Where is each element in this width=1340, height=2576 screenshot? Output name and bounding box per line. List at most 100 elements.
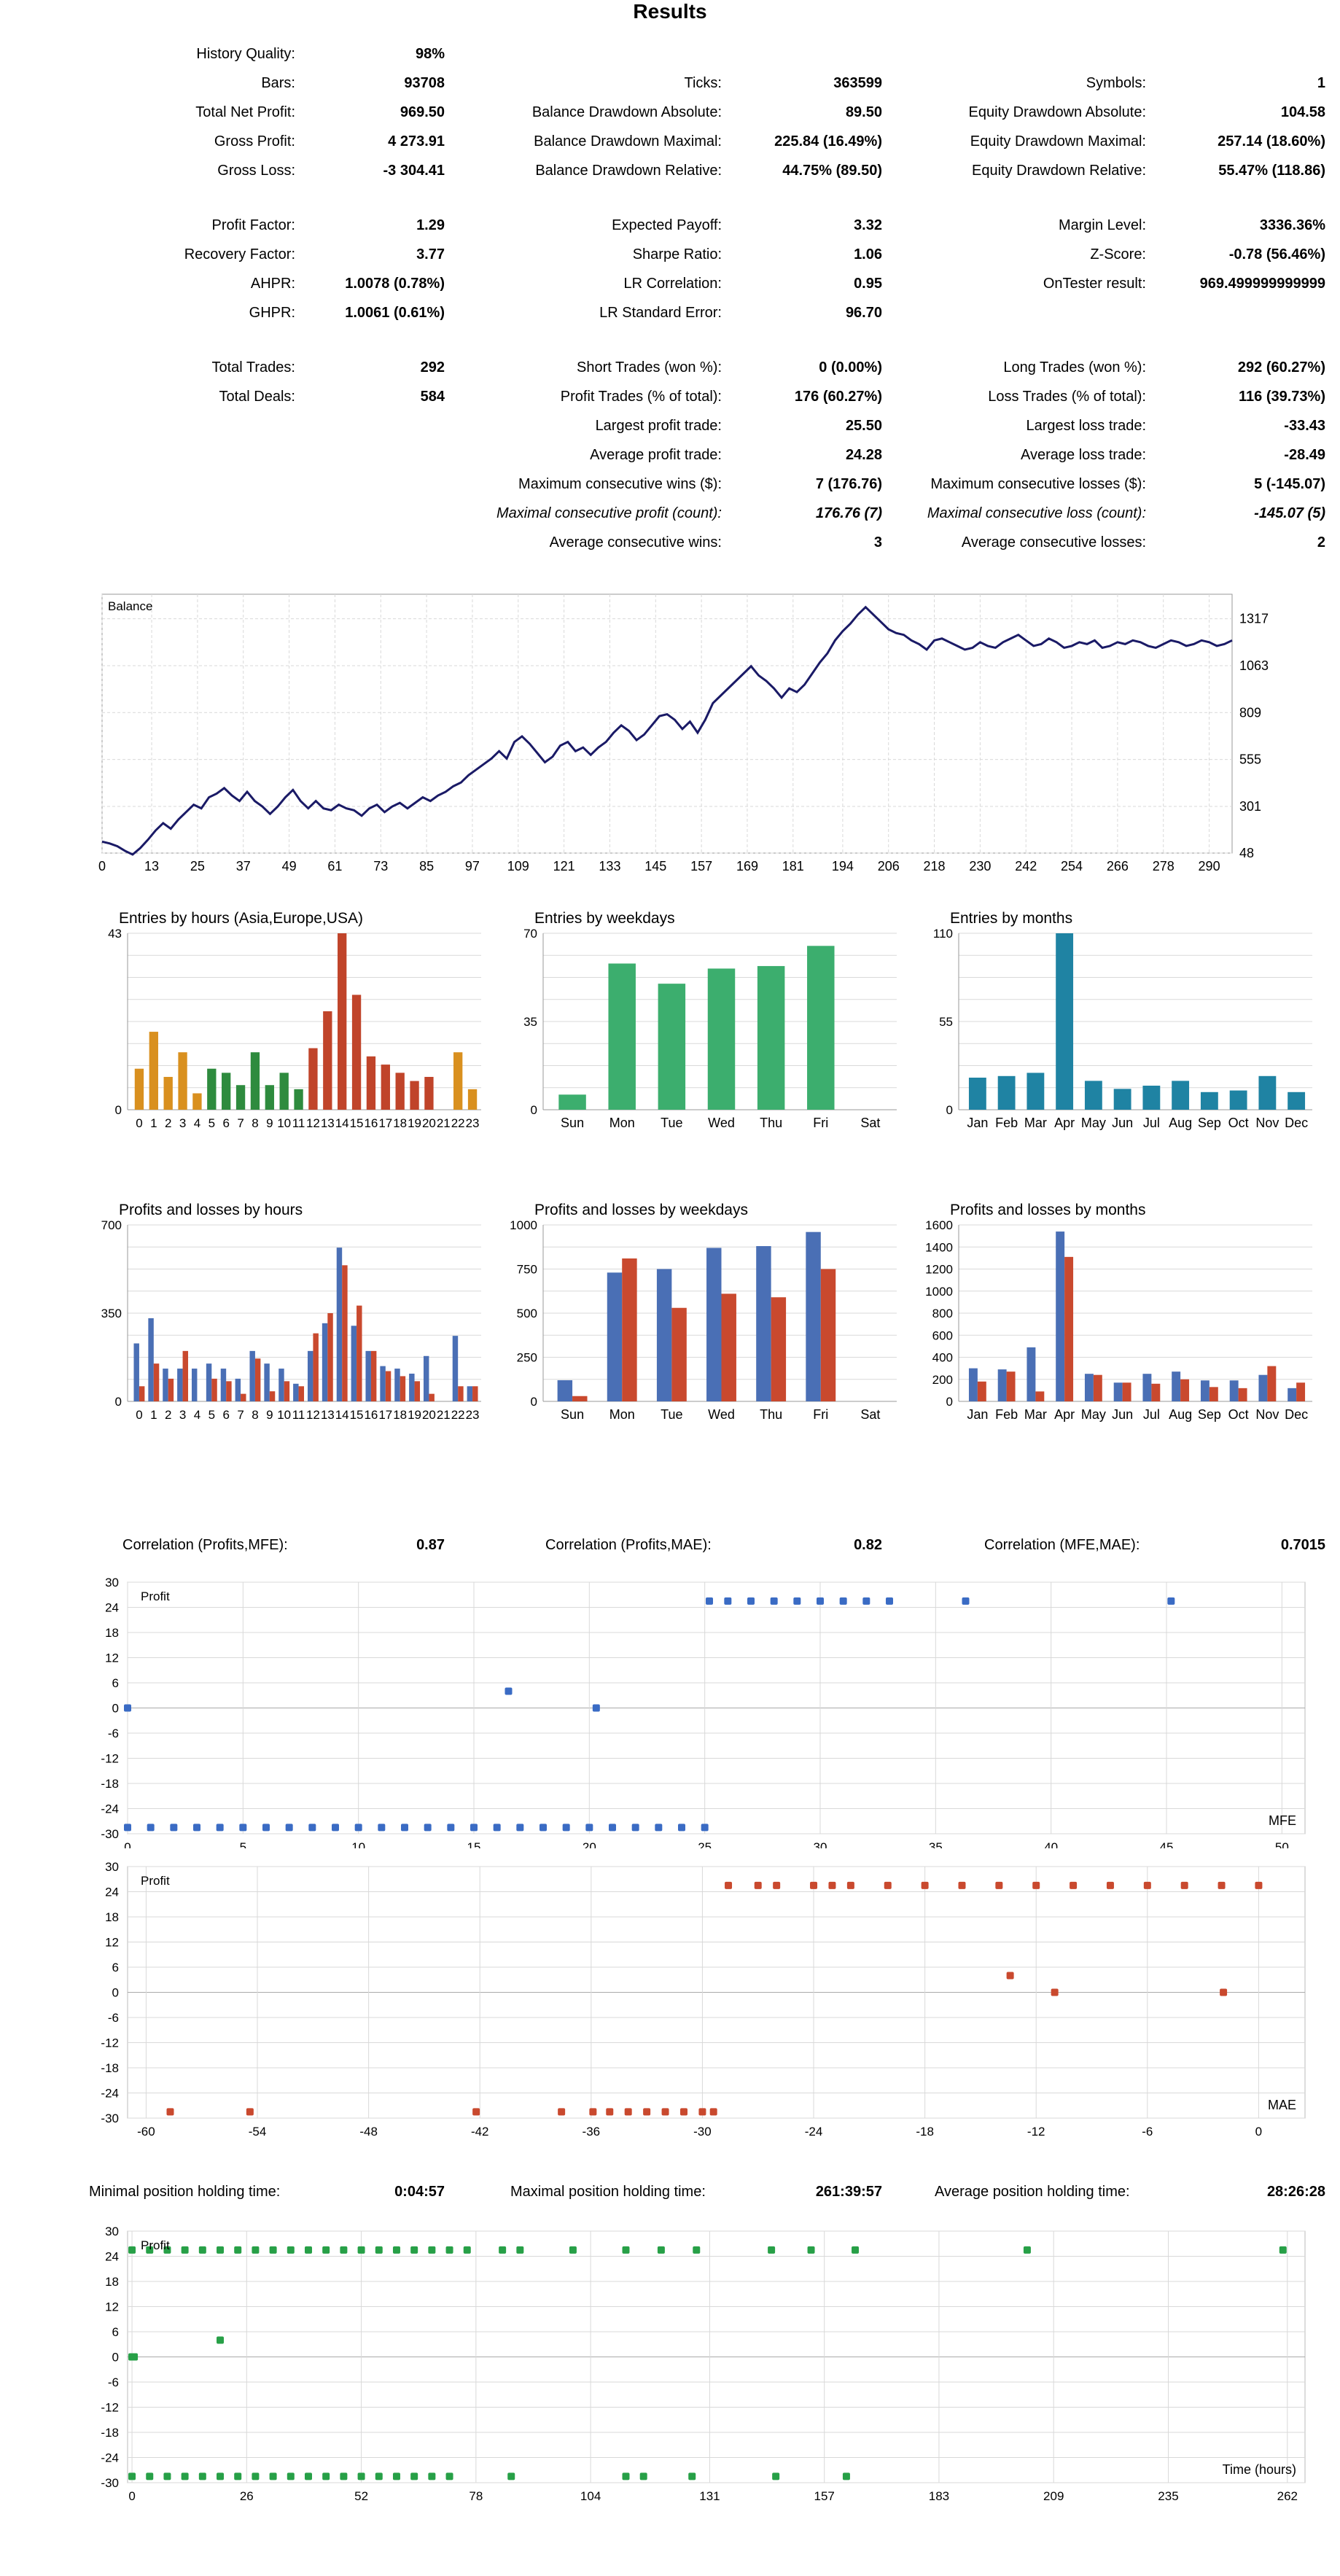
x-tick: 14 bbox=[335, 1116, 349, 1130]
correlations-ma-label: Correlation (MFE,MAE): bbox=[984, 1537, 1140, 1553]
balance-x-tick: 61 bbox=[327, 859, 342, 873]
mae-y-tick: 12 bbox=[105, 1936, 119, 1950]
bar bbox=[429, 1393, 435, 1401]
bar bbox=[265, 1085, 274, 1110]
mfe-point bbox=[839, 1597, 847, 1605]
loss-trades-label: Loss Trades (% of total): bbox=[988, 389, 1146, 405]
x-tick: 13 bbox=[321, 1408, 335, 1422]
holding-point bbox=[128, 2472, 136, 2480]
x-tick: Mon bbox=[609, 1407, 635, 1422]
bar bbox=[423, 1355, 429, 1401]
x-tick: 11 bbox=[292, 1116, 305, 1130]
entries-hours-title: Entries by hours (Asia,Europe,USA) bbox=[119, 910, 363, 927]
holding-x-tick: 131 bbox=[699, 2489, 720, 2503]
mae-point bbox=[661, 2108, 669, 2116]
bar bbox=[1142, 1374, 1152, 1401]
bar bbox=[1084, 1081, 1102, 1110]
bar bbox=[323, 1011, 332, 1110]
mfe-x-tick: 35 bbox=[929, 1840, 943, 1848]
holding-x-tick: 209 bbox=[1043, 2489, 1064, 2503]
balance-x-tick: 121 bbox=[553, 859, 575, 873]
holding-point bbox=[322, 2472, 330, 2480]
mfe-y-tick: 18 bbox=[105, 1626, 119, 1640]
history-quality-value: 98% bbox=[415, 46, 445, 62]
holding-point bbox=[392, 2472, 400, 2480]
mfe-point bbox=[706, 1597, 713, 1605]
holding-x-tick: 157 bbox=[814, 2489, 835, 2503]
largest-profit-label: Largest profit trade: bbox=[595, 418, 722, 434]
x-tick: Mon bbox=[609, 1116, 635, 1130]
bar bbox=[1200, 1092, 1218, 1110]
holding-point bbox=[693, 2246, 701, 2254]
balance-x-tick: 157 bbox=[690, 859, 712, 873]
holding-point bbox=[657, 2246, 665, 2254]
mfe-title: Profit bbox=[141, 1589, 170, 1603]
x-tick: 3 bbox=[179, 1408, 186, 1422]
x-tick: 17 bbox=[378, 1116, 392, 1130]
holding-avg-label: Average position holding time: bbox=[935, 2184, 1130, 2200]
y-tick: 0 bbox=[531, 1395, 537, 1409]
balance-dd-rel-value: 44.75% (89.50) bbox=[782, 163, 882, 179]
bar bbox=[1288, 1388, 1297, 1401]
holding-point bbox=[357, 2246, 365, 2254]
holding-y-tick: 30 bbox=[105, 2225, 119, 2238]
bar bbox=[370, 1350, 377, 1401]
bar bbox=[1288, 1092, 1306, 1110]
bar bbox=[222, 1073, 231, 1110]
holding-y-tick: -24 bbox=[101, 2451, 119, 2465]
x-tick: May bbox=[1081, 1407, 1106, 1422]
mae-x-tick: -18 bbox=[916, 2125, 934, 2139]
bar bbox=[278, 1369, 284, 1401]
bar bbox=[163, 1369, 168, 1401]
x-tick: Sat bbox=[860, 1407, 880, 1422]
y-tick: 55 bbox=[939, 1015, 953, 1029]
mae-point bbox=[1051, 1988, 1059, 1996]
y-tick: 250 bbox=[517, 1351, 537, 1365]
lr-se-value: 96.70 bbox=[845, 305, 882, 321]
holding-max-label: Maximal position holding time: bbox=[510, 2184, 706, 2200]
avg-cons-wins-label: Average consecutive wins: bbox=[549, 534, 722, 550]
mae-x-tick: -48 bbox=[359, 2125, 378, 2139]
bar bbox=[385, 1371, 392, 1401]
lr-corr-label: LR Correlation: bbox=[623, 276, 722, 292]
x-tick: 19 bbox=[408, 1408, 421, 1422]
bar bbox=[1180, 1379, 1190, 1401]
x-tick: 6 bbox=[222, 1116, 229, 1130]
symbols-value: 1 bbox=[1317, 75, 1325, 91]
bar bbox=[351, 995, 362, 1110]
x-tick: Tue bbox=[661, 1407, 682, 1422]
balance-dd-rel-label: Balance Drawdown Relative: bbox=[535, 163, 722, 179]
y-tick: 1200 bbox=[925, 1263, 953, 1277]
max-cons-wins-value: 7 (176.76) bbox=[815, 476, 882, 492]
ticks-label: Ticks: bbox=[684, 75, 722, 91]
x-tick: Nov bbox=[1255, 1116, 1279, 1130]
x-tick: 11 bbox=[292, 1408, 305, 1422]
bar bbox=[1151, 1383, 1161, 1401]
mfe-point bbox=[678, 1824, 685, 1832]
x-tick: 22 bbox=[451, 1116, 465, 1130]
y-tick: 1000 bbox=[925, 1285, 953, 1299]
pl-weekdays-chart: Profits and losses by weekdays 0 250 500 750… bbox=[510, 1202, 897, 1422]
mfe-point bbox=[262, 1824, 270, 1832]
bar bbox=[206, 1363, 212, 1401]
mfe-point bbox=[724, 1597, 732, 1605]
bar bbox=[1064, 1256, 1074, 1401]
mfe-point bbox=[170, 1824, 178, 1832]
balance-x-tick: 97 bbox=[465, 859, 480, 873]
bar bbox=[322, 1323, 328, 1401]
mfe-x-tick: 25 bbox=[698, 1840, 712, 1848]
bar bbox=[997, 1075, 1016, 1110]
holding-min-label: Minimal position holding time: bbox=[89, 2184, 281, 2200]
bar bbox=[1113, 1382, 1123, 1401]
mfe-point bbox=[354, 1824, 362, 1832]
mfe-point bbox=[193, 1824, 200, 1832]
report-title: Results bbox=[633, 0, 707, 23]
mfe-x-tick: 45 bbox=[1160, 1840, 1174, 1848]
x-tick: Jun bbox=[1112, 1116, 1133, 1130]
entries-weekdays-title: Entries by weekdays bbox=[534, 910, 675, 927]
holding-point bbox=[499, 2246, 507, 2254]
holding-y-tick: 18 bbox=[105, 2275, 119, 2289]
mfe-point bbox=[862, 1597, 870, 1605]
x-tick: Sep bbox=[1198, 1116, 1221, 1130]
bar bbox=[336, 1248, 343, 1401]
